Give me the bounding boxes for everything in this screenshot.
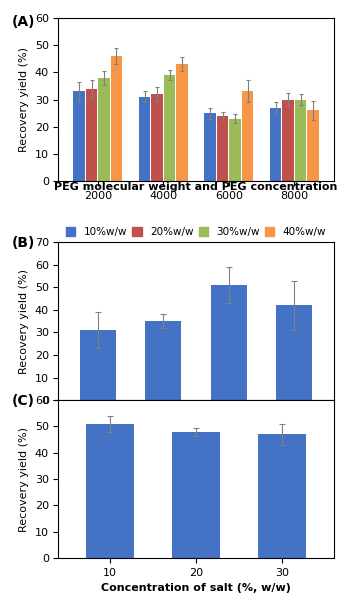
Bar <box>276 305 312 400</box>
Text: PEG molecular weight and PEG concentration: PEG molecular weight and PEG concentrati… <box>54 182 338 192</box>
Bar <box>139 97 150 181</box>
Bar <box>98 78 110 181</box>
Bar <box>295 100 306 181</box>
Bar <box>211 285 247 400</box>
Bar <box>111 56 122 181</box>
X-axis label: Concentration of salt (%, w/w): Concentration of salt (%, w/w) <box>101 583 291 593</box>
Bar <box>86 424 134 558</box>
Bar <box>258 434 306 558</box>
Text: (B): (B) <box>12 236 35 250</box>
Bar <box>307 110 319 181</box>
Bar <box>73 91 85 181</box>
Bar <box>282 100 294 181</box>
Bar <box>86 89 97 181</box>
Bar <box>80 330 116 400</box>
Bar <box>217 116 228 181</box>
Bar <box>164 75 175 181</box>
Legend: 10%w/w, 20%w/w, 30%w/w, 40%w/w: 10%w/w, 20%w/w, 30%w/w, 40%w/w <box>66 227 326 237</box>
Y-axis label: Recovery yield (%): Recovery yield (%) <box>19 47 29 152</box>
Bar <box>145 321 181 400</box>
X-axis label: pH of salt: pH of salt <box>166 425 226 436</box>
Y-axis label: Recovery yield (%): Recovery yield (%) <box>19 427 29 532</box>
Text: (C): (C) <box>12 394 35 408</box>
Bar <box>204 113 216 181</box>
Bar <box>176 64 188 181</box>
Bar <box>229 119 241 181</box>
Text: (A): (A) <box>12 15 35 29</box>
Bar <box>172 431 220 558</box>
Bar <box>151 94 163 181</box>
Y-axis label: Recovery yield (%): Recovery yield (%) <box>19 269 29 374</box>
Bar <box>242 91 253 181</box>
Bar <box>270 107 281 181</box>
